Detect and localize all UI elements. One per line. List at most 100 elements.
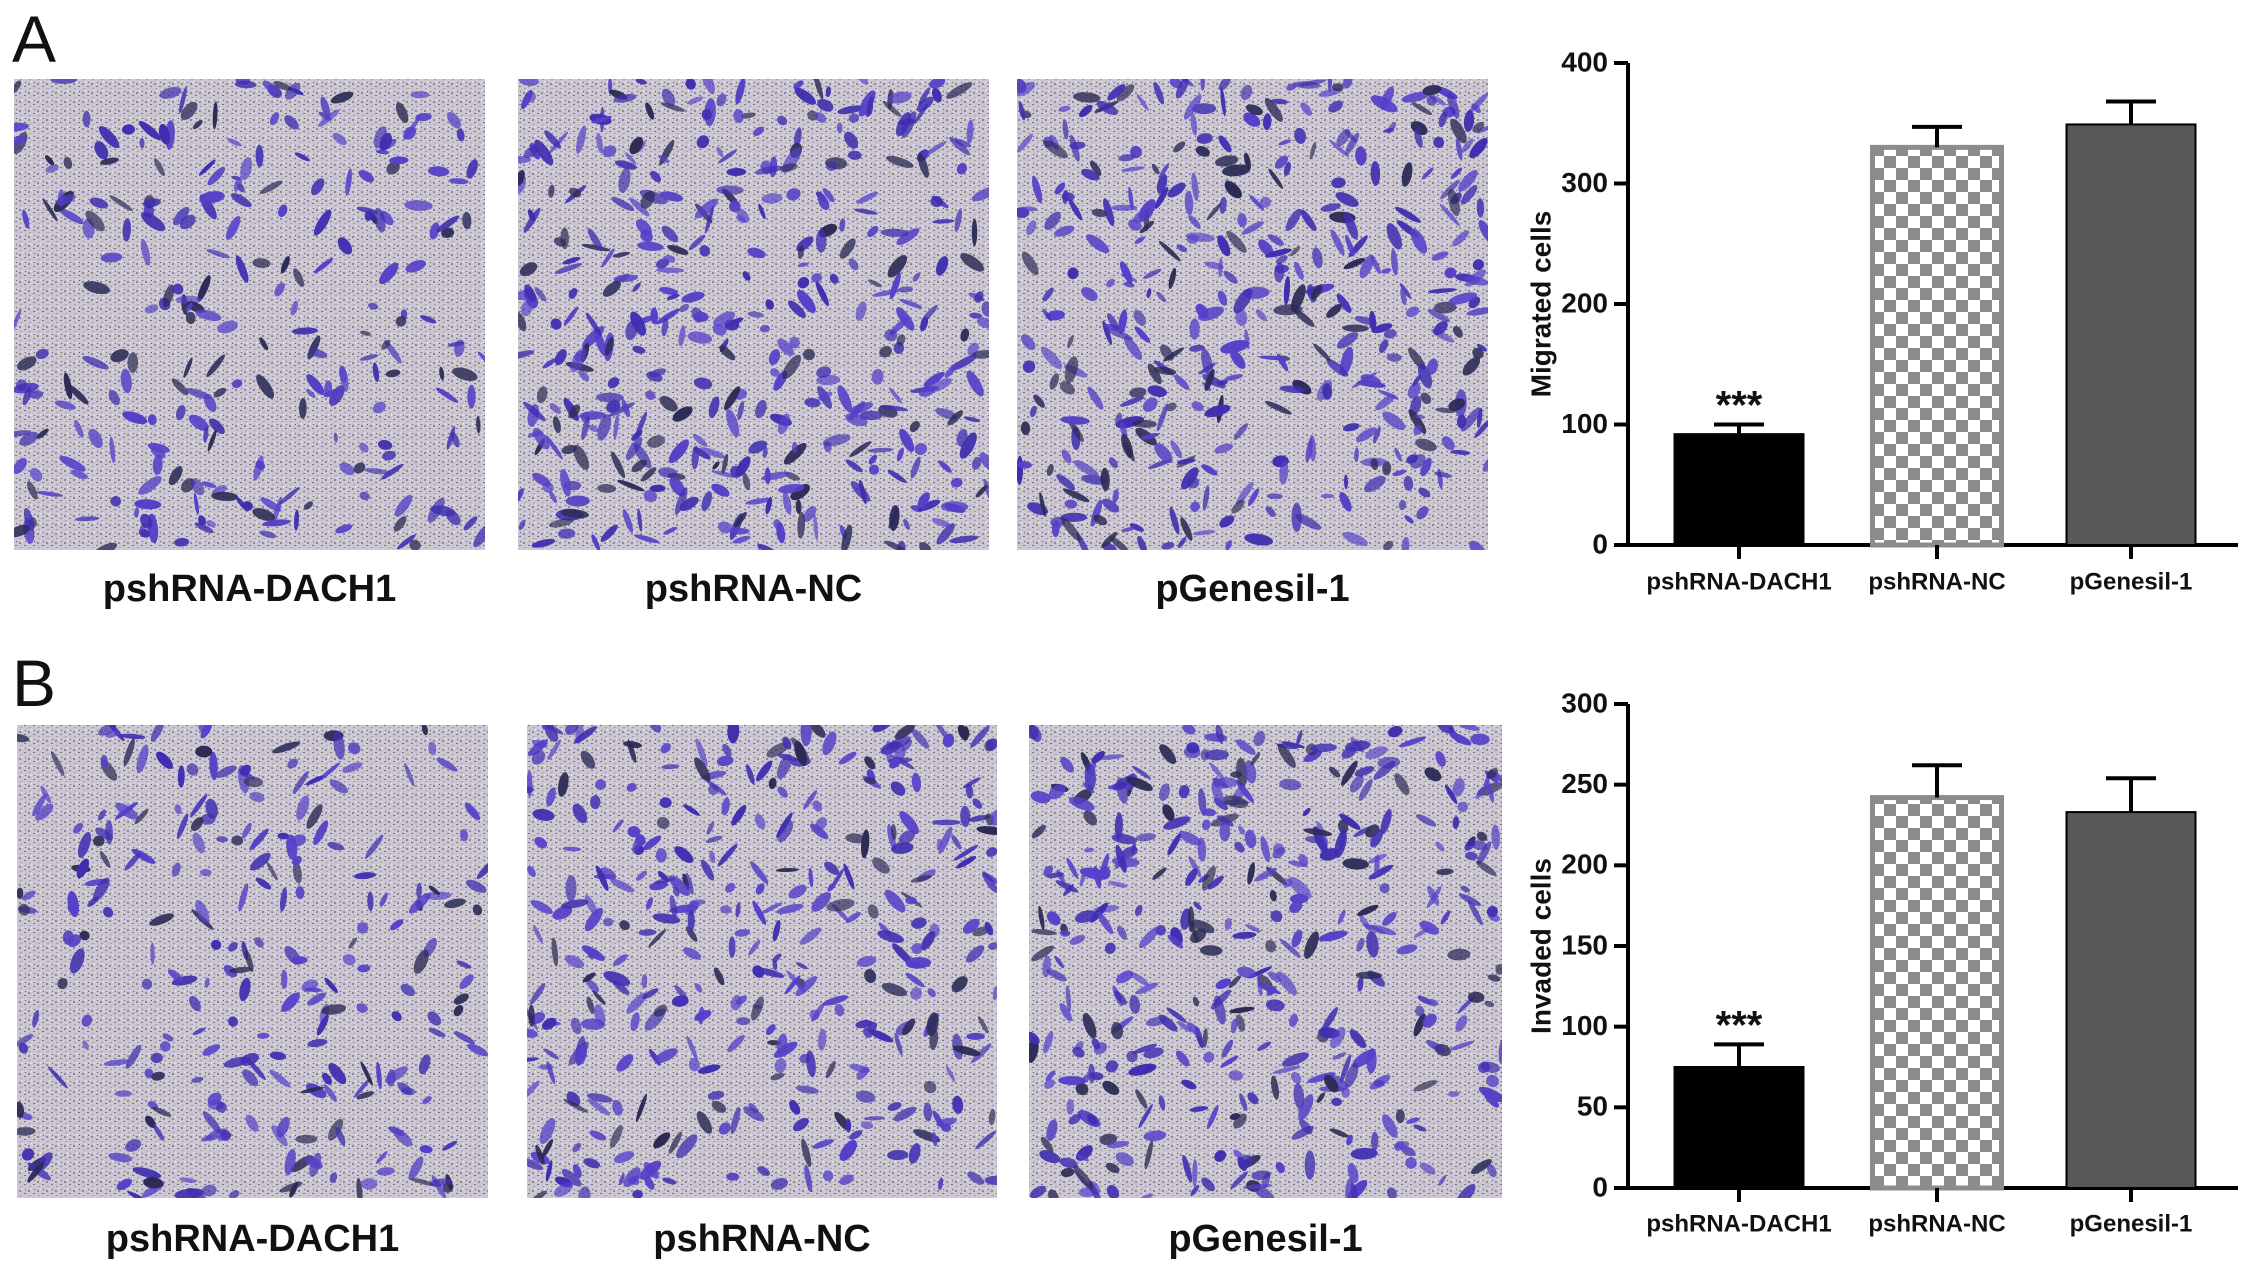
cell bbox=[630, 311, 647, 336]
cell bbox=[776, 903, 804, 914]
cell bbox=[1138, 1103, 1153, 1129]
cell bbox=[299, 397, 307, 419]
cell bbox=[428, 741, 437, 756]
cell bbox=[205, 1128, 227, 1141]
cell bbox=[138, 120, 161, 141]
cell bbox=[1062, 119, 1069, 140]
cell bbox=[941, 1123, 952, 1132]
cell bbox=[896, 447, 904, 462]
cell bbox=[223, 1056, 250, 1068]
cell bbox=[1129, 971, 1150, 986]
cell bbox=[678, 325, 686, 347]
cell bbox=[415, 113, 432, 122]
cell bbox=[467, 1043, 488, 1057]
cell bbox=[1223, 270, 1238, 284]
cell bbox=[269, 1069, 291, 1088]
cell bbox=[1061, 449, 1072, 464]
cell bbox=[584, 894, 598, 916]
cell bbox=[1380, 86, 1395, 111]
cell bbox=[1190, 1184, 1200, 1196]
cell bbox=[558, 528, 576, 539]
cell bbox=[1059, 1003, 1073, 1022]
cell bbox=[631, 459, 647, 473]
cell bbox=[1304, 931, 1319, 959]
cell bbox=[945, 1065, 956, 1082]
cell bbox=[535, 1144, 545, 1165]
cell bbox=[1358, 778, 1373, 801]
cell bbox=[834, 1003, 845, 1017]
cell bbox=[1017, 460, 1032, 469]
y-tick-label: 100 bbox=[1561, 1010, 1608, 1041]
cell bbox=[1382, 461, 1392, 476]
cell bbox=[1042, 287, 1054, 302]
cell bbox=[1472, 121, 1485, 133]
cell bbox=[845, 1118, 852, 1133]
cell bbox=[171, 378, 189, 396]
cell bbox=[1192, 996, 1200, 1007]
cell bbox=[641, 467, 657, 482]
cell bbox=[1076, 1153, 1089, 1162]
cell bbox=[1060, 1167, 1075, 1178]
cell bbox=[1204, 369, 1215, 391]
cell bbox=[1265, 506, 1276, 517]
cell bbox=[600, 524, 618, 542]
cell bbox=[936, 256, 949, 276]
cell bbox=[1200, 79, 1205, 91]
cell bbox=[1245, 924, 1261, 933]
cell bbox=[1469, 137, 1488, 159]
cell bbox=[1447, 1091, 1460, 1097]
cell bbox=[1186, 234, 1199, 244]
cell bbox=[292, 861, 302, 884]
cell bbox=[1359, 915, 1371, 931]
cell bbox=[134, 507, 140, 518]
cell bbox=[632, 282, 641, 292]
cell bbox=[14, 457, 27, 474]
cell bbox=[866, 95, 874, 116]
cell bbox=[849, 441, 872, 458]
cell bbox=[1405, 1157, 1417, 1169]
cell bbox=[168, 466, 183, 486]
cell bbox=[1257, 1041, 1272, 1051]
cell bbox=[206, 520, 216, 528]
cell bbox=[527, 1158, 544, 1171]
cell bbox=[1143, 1130, 1167, 1142]
cell bbox=[1116, 777, 1128, 804]
y-tick-label: 300 bbox=[1561, 687, 1608, 718]
cell bbox=[1087, 1113, 1098, 1126]
cell bbox=[100, 252, 123, 263]
cell bbox=[1147, 385, 1167, 398]
cell bbox=[935, 408, 957, 420]
cell bbox=[956, 428, 968, 447]
cell bbox=[803, 348, 815, 361]
cell bbox=[654, 1048, 678, 1064]
cell bbox=[190, 793, 208, 818]
cell bbox=[611, 196, 635, 212]
cell bbox=[98, 126, 120, 149]
cell bbox=[342, 762, 363, 773]
cell bbox=[274, 282, 285, 297]
cell bbox=[730, 1106, 741, 1135]
cell bbox=[1038, 905, 1045, 931]
cell bbox=[864, 968, 877, 984]
cell bbox=[716, 755, 734, 767]
cell bbox=[156, 751, 173, 769]
cell bbox=[1083, 847, 1095, 853]
cell bbox=[561, 445, 577, 455]
cell bbox=[788, 884, 807, 899]
cell bbox=[1298, 1094, 1314, 1121]
cell bbox=[518, 79, 539, 86]
cell bbox=[376, 1167, 395, 1176]
cell bbox=[891, 823, 897, 840]
cell bbox=[364, 834, 384, 859]
cells bbox=[518, 79, 989, 550]
caption: pGenesil-1 bbox=[1168, 1218, 1362, 1260]
cell bbox=[1312, 247, 1323, 269]
cell bbox=[593, 328, 607, 356]
cell bbox=[1285, 208, 1302, 232]
cell bbox=[1043, 1031, 1054, 1054]
cell bbox=[986, 847, 997, 857]
cell bbox=[549, 490, 557, 504]
cell bbox=[1399, 283, 1412, 299]
cell bbox=[1177, 536, 1187, 549]
